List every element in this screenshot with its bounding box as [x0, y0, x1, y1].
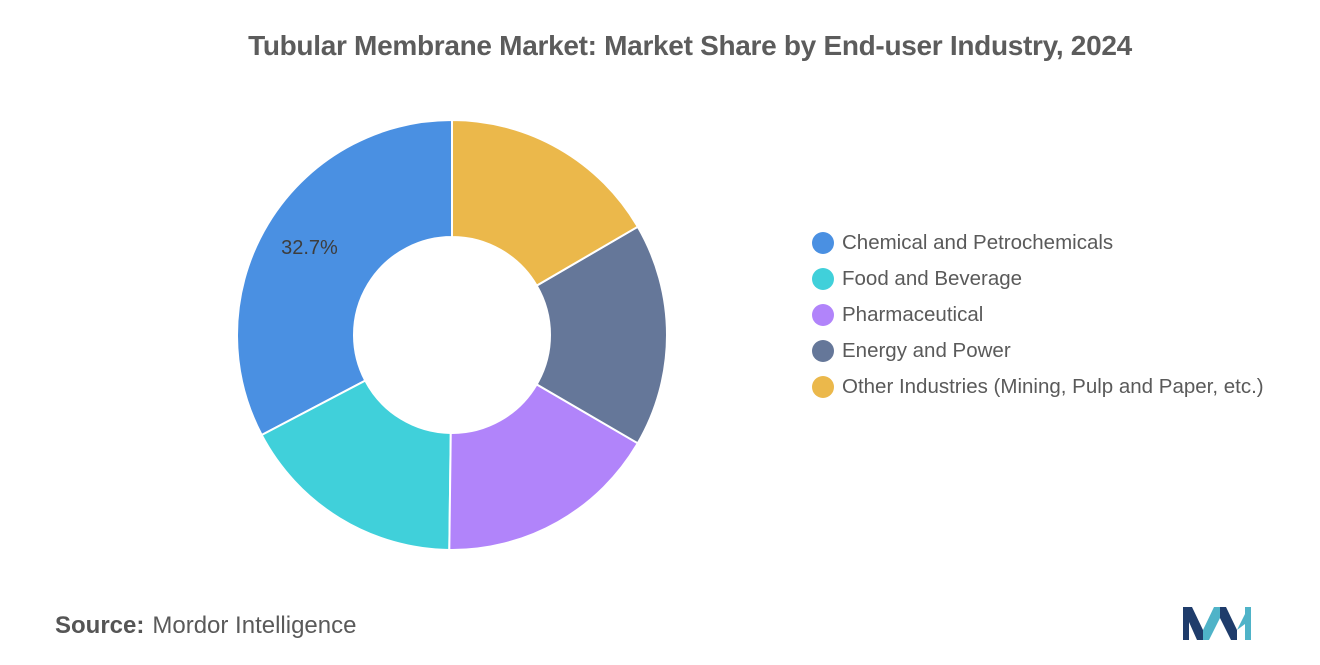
slice-4	[451, 118, 640, 288]
legend-label-0: Chemical and Petrochemicals	[842, 231, 1114, 254]
chart-legend: Chemical and Petrochemicals Food and Beve…	[812, 229, 1282, 409]
mordor-intelligence-logo-icon	[1183, 607, 1251, 640]
legend-swatch-3	[812, 340, 834, 362]
slice-3	[535, 225, 668, 445]
legend-swatch-1	[812, 268, 834, 290]
legend-label-4: Other Industries (Mining, Pulp and Paper…	[842, 375, 1264, 398]
legend-label-1: Food and Beverage	[842, 267, 1023, 290]
legend-item-0: Chemical and Petrochemicals	[812, 229, 1282, 257]
source-line: Source: Mordor Intelligence	[55, 612, 356, 640]
legend-item-1: Food and Beverage	[812, 265, 1282, 293]
legend-swatch-2	[812, 304, 834, 326]
legend-label-2: Pharmaceutical	[842, 303, 984, 326]
slice-0	[236, 118, 453, 437]
slice-1	[260, 379, 452, 551]
legend-swatch-4	[812, 376, 834, 398]
legend-label-3: Energy and Power	[842, 339, 1011, 362]
legend-item-4: Other Industries (Mining, Pulp and Paper…	[812, 373, 1282, 401]
source-label: Source:	[55, 612, 145, 639]
chart-title: Tubular Membrane Market: Market Share by…	[248, 30, 1132, 61]
legend-item-3: Energy and Power	[812, 337, 1282, 365]
slice-2	[448, 382, 640, 551]
legend-swatch-0	[812, 232, 834, 254]
legend-item-2: Pharmaceutical	[812, 301, 1282, 329]
source-text: Mordor Intelligence	[152, 612, 357, 639]
slice-data-label-0: 32.7%	[281, 237, 338, 259]
